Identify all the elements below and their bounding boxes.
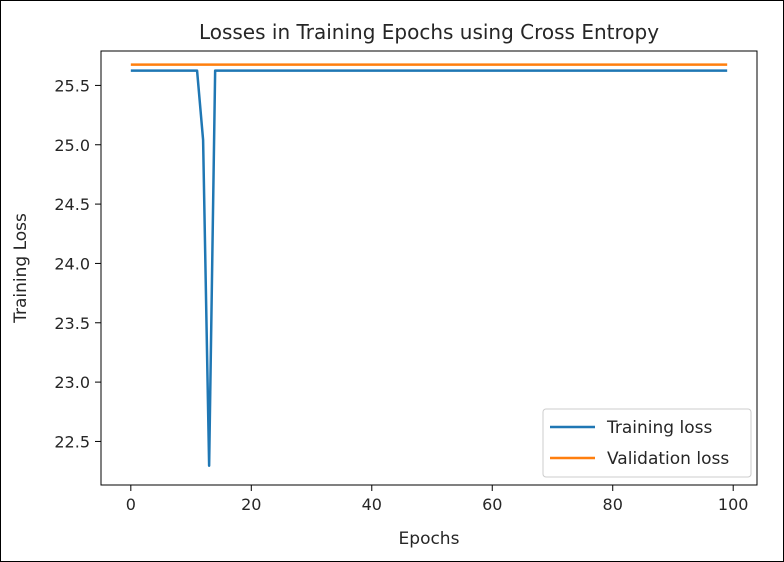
x-axis-label: Epochs <box>399 529 460 549</box>
legend-label-validation: Validation loss <box>607 449 729 469</box>
y-axis-label: Training Loss <box>11 213 31 324</box>
series-layer <box>130 63 728 468</box>
x-tick-label: 20 <box>241 495 261 514</box>
chart-title: Losses in Training Epochs using Cross En… <box>199 20 659 44</box>
training-loss-line <box>130 69 728 468</box>
x-tick-label: 80 <box>603 495 623 514</box>
y-tick-label: 23.0 <box>54 373 90 392</box>
y-tick-label: 24.5 <box>54 195 90 214</box>
y-tick-label: 22.5 <box>54 432 90 451</box>
legend-label-training: Training loss <box>606 418 712 438</box>
x-tick-label: 100 <box>718 495 749 514</box>
x-tick-label: 0 <box>126 495 136 514</box>
legend: Training loss Validation loss <box>542 408 752 478</box>
y-tick-label: 23.5 <box>54 314 90 333</box>
x-tick-label: 60 <box>482 495 502 514</box>
y-tick-label: 25.5 <box>54 76 90 95</box>
y-tick-label: 24.0 <box>54 254 90 273</box>
y-tick-label: 25.0 <box>54 136 90 155</box>
ticks-layer: 0 20 40 60 80 100 22.5 23.0 23.5 24.0 24.5 25.0 25.5 <box>54 76 748 514</box>
plot-area: 0 20 40 60 80 100 22.5 23.0 23.5 24.0 24.5 25.0 25.5 <box>54 50 758 514</box>
x-tick-label: 40 <box>362 495 382 514</box>
